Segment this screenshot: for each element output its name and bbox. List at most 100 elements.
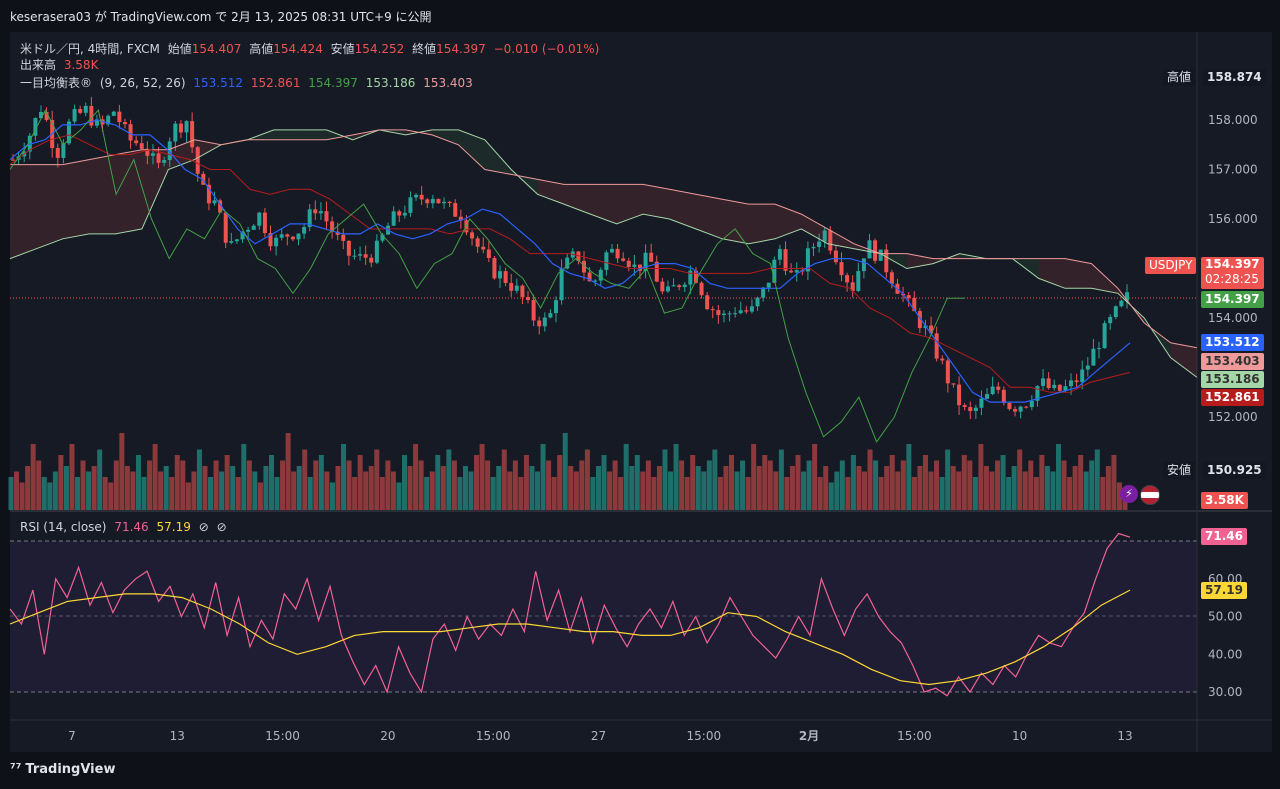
candle-body (1080, 369, 1085, 383)
volume-bar (468, 471, 474, 510)
candle-body (637, 264, 642, 271)
cloud-segment (1065, 258, 1092, 289)
time-tick-label: 15:00 (897, 729, 932, 743)
volume-bar (1006, 477, 1012, 510)
legend-volume-label[interactable]: 出来高 (20, 58, 57, 72)
cloud-segment (194, 139, 222, 160)
volume-bar (706, 460, 712, 510)
candle-body (845, 275, 850, 283)
candle-body (257, 212, 262, 226)
candle-body (733, 313, 738, 315)
volume-bar (202, 466, 208, 510)
candle-body (475, 238, 480, 247)
candle-body (945, 360, 950, 384)
volume-bar (402, 455, 408, 510)
candle-body (229, 241, 234, 243)
candle-body (940, 358, 945, 361)
volume-bar (895, 471, 901, 510)
volume-bar (241, 444, 247, 510)
price-tick-label: 157.000 (1208, 163, 1258, 177)
volume-bar (551, 477, 557, 510)
tradingview-logo[interactable]: ⁷⁷ TradingView (10, 762, 115, 777)
legend-symbol[interactable]: 米ドル／円, 4時間, FXCM (20, 42, 160, 56)
cloud-segment (537, 179, 564, 205)
candle-body (822, 230, 827, 242)
candle-body (755, 297, 760, 307)
volume-bar (1039, 455, 1045, 510)
candle-body (514, 285, 519, 291)
volume-bar (668, 471, 674, 510)
candle-body (380, 234, 385, 241)
volume-bar (429, 471, 435, 510)
candle-body (223, 212, 228, 243)
symbol-tag[interactable]: USDJPY (1145, 257, 1197, 274)
rsi-line (9, 532, 1131, 697)
volume-bar (1033, 477, 1039, 510)
candle-body (716, 310, 721, 316)
candle-body (458, 216, 463, 221)
volume-bar (784, 477, 790, 510)
volume-bar (634, 455, 640, 510)
legend-ichimoku-label[interactable]: 一目均衡表 (20, 76, 81, 90)
candle-body (783, 249, 788, 271)
time-tick-label: 2月 (799, 729, 819, 743)
candle-body (1119, 300, 1124, 307)
volume-bar (906, 444, 912, 510)
price-axis[interactable]: 158.000 157.000 156.000 154.000 152.000 (1208, 113, 1258, 424)
volume-bar (773, 471, 779, 510)
us-flag-icon[interactable] (1140, 485, 1160, 505)
volume-bar (590, 477, 596, 510)
rsi-tick-label: 50.00 (1208, 610, 1242, 624)
candle-body (811, 246, 816, 249)
candle-body (1102, 323, 1107, 349)
candle-body (1125, 292, 1129, 301)
volume-bar (562, 433, 568, 510)
senkou-span-b-line (10, 129, 1198, 349)
time-axis[interactable]: 7 13 15:00 20 15:00 27 15:00 2月 15:00 10 13 (68, 729, 1132, 743)
volume-bar (828, 482, 834, 510)
publish-line: keserasera03 が TradingView.com で 2月 13, … (10, 10, 432, 24)
volume-bar (108, 482, 114, 510)
volume-bar (1111, 455, 1117, 510)
high-value-tag: 158.874 (1203, 69, 1266, 86)
volume-bar (191, 471, 197, 510)
volume-bar (983, 466, 989, 510)
volume-bar (911, 477, 917, 510)
volume-bar (213, 460, 219, 510)
legend-low-label: 安値 (330, 42, 355, 56)
volume-bar (656, 466, 662, 510)
volume-bar (723, 466, 729, 510)
price-tick-label: 152.000 (1208, 410, 1258, 424)
candle-body (721, 313, 726, 316)
candle-body (654, 261, 659, 282)
volume-bar (934, 460, 940, 510)
candle-body (156, 153, 161, 163)
volume-bar (1105, 466, 1111, 510)
candle-body (727, 313, 732, 315)
candle-body (106, 115, 111, 125)
candle-body (402, 212, 407, 216)
price-tick-label: 154.000 (1208, 311, 1258, 325)
candle-body (587, 272, 592, 282)
candle-body (833, 250, 838, 263)
legend-rsi-label[interactable]: RSI (14, close) (20, 520, 107, 534)
lightning-icon[interactable]: ⚡ (1120, 485, 1138, 503)
volume-bar (8, 477, 14, 510)
cloud-segment (432, 129, 459, 145)
candle-body (139, 143, 144, 149)
candle-body (262, 212, 267, 234)
legend-rsi-value: 71.46 (114, 520, 149, 534)
volume-bar (995, 460, 1001, 510)
volume-bar (834, 471, 840, 510)
volume-bar (690, 455, 696, 510)
candle-body (917, 311, 922, 329)
volume-bar (341, 444, 347, 510)
volume-bar (501, 449, 507, 510)
volume-bar (91, 466, 97, 510)
volume-bar (462, 466, 468, 510)
candle-body (906, 295, 911, 299)
volume-bar (679, 460, 685, 510)
candle-body (766, 282, 771, 288)
tenkan-tag: 153.512 (1201, 334, 1264, 351)
